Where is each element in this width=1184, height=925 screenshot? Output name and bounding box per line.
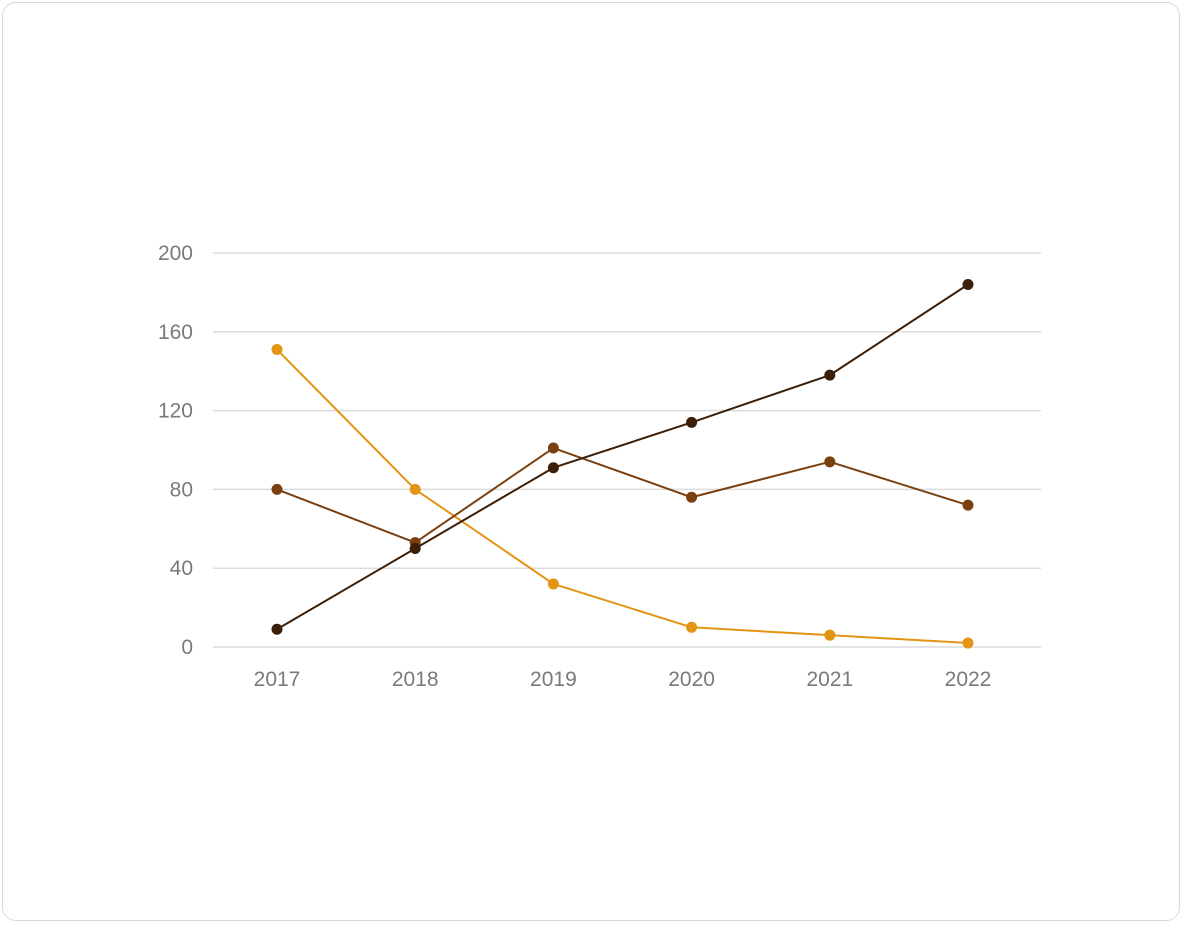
x-axis-ticks: 2017 2018 2019 2020 2021 2022 (254, 668, 992, 691)
data-point (271, 344, 283, 356)
data-point (962, 279, 974, 291)
data-point (686, 491, 698, 503)
x-tick-label: 2019 (530, 668, 577, 691)
data-point (409, 483, 421, 495)
x-tick-label: 2021 (806, 668, 853, 691)
series-line (276, 348, 969, 645)
data-point (686, 416, 698, 428)
series-line (276, 447, 969, 544)
x-tick-label: 2022 (945, 668, 992, 691)
line-chart: 0 40 80 120 160 200 2017 2018 2019 2020 2021 2022 (158, 242, 1041, 691)
y-tick-label: 80 (170, 478, 193, 501)
y-tick-label: 120 (158, 400, 193, 423)
series-group (271, 279, 974, 649)
x-tick-label: 2018 (392, 668, 439, 691)
series-3 (271, 279, 974, 635)
data-point (962, 499, 974, 511)
data-point (271, 623, 283, 635)
data-point (547, 462, 559, 474)
data-point (962, 637, 974, 649)
data-point (547, 442, 559, 454)
data-point (271, 483, 283, 495)
series-2 (271, 442, 974, 549)
x-tick-label: 2020 (668, 668, 715, 691)
series-1 (271, 344, 974, 649)
data-point (409, 543, 421, 554)
data-point (686, 621, 698, 633)
series-line (276, 283, 969, 631)
y-axis-ticks: 0 40 80 120 160 200 (158, 242, 193, 659)
y-tick-label: 160 (158, 321, 193, 344)
data-point (824, 629, 836, 641)
data-point (824, 369, 836, 381)
x-tick-label: 2017 (254, 668, 301, 691)
y-tick-label: 40 (170, 557, 193, 580)
data-point (824, 456, 836, 468)
grid-lines (213, 252, 1041, 648)
data-point (547, 578, 559, 590)
y-tick-label: 200 (158, 242, 193, 265)
y-tick-label: 0 (181, 636, 193, 659)
